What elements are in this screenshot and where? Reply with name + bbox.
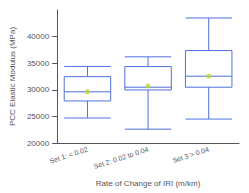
svg-text:35000: 35000 <box>27 59 50 68</box>
svg-text:Set 2: 0.02 to 0.04: Set 2: 0.02 to 0.04 <box>93 146 150 170</box>
svg-text:Rate of Change of IRI (m/km): Rate of Change of IRI (m/km) <box>96 179 201 188</box>
svg-text:30000: 30000 <box>27 85 50 94</box>
svg-text:20000: 20000 <box>27 139 50 148</box>
svg-text:PCC Elastic Modulus (MPa): PCC Elastic Modulus (MPa) <box>8 27 17 126</box>
svg-text:40000: 40000 <box>27 32 50 41</box>
svg-text:Set 1: < 0.02: Set 1: < 0.02 <box>49 146 89 165</box>
svg-text:25000: 25000 <box>27 112 50 121</box>
svg-text:Set 3 > 0.04: Set 3 > 0.04 <box>172 146 210 164</box>
